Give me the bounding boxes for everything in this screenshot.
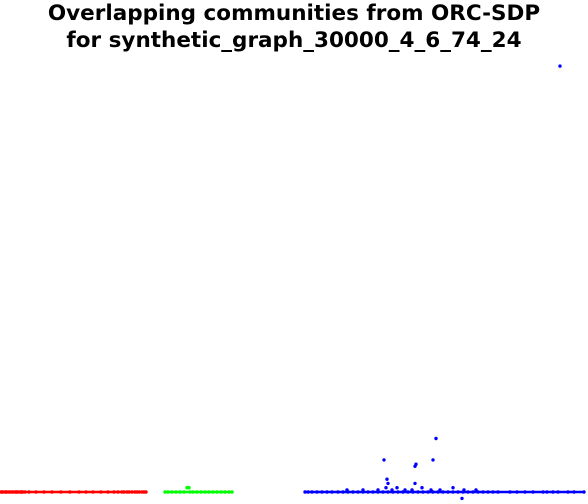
chart-title: Overlapping communities from ORC-SDP for… <box>0 0 588 54</box>
data-point <box>558 64 562 68</box>
data-point <box>420 486 424 490</box>
data-point <box>451 486 455 490</box>
data-point <box>413 481 417 486</box>
chart-title-line-2: for synthetic_graph_30000_4_6_74_24 <box>66 28 522 53</box>
data-point <box>431 458 435 462</box>
data-point <box>382 458 386 462</box>
data-point <box>395 486 399 490</box>
chart-title-line-1: Overlapping communities from ORC-SDP <box>47 1 541 26</box>
data-point <box>384 486 388 490</box>
data-point <box>460 496 464 501</box>
series-2 <box>303 64 586 501</box>
data-point <box>385 477 389 481</box>
data-point <box>414 462 418 466</box>
data-point <box>187 486 191 490</box>
data-point <box>434 436 438 441</box>
data-point <box>386 481 390 486</box>
